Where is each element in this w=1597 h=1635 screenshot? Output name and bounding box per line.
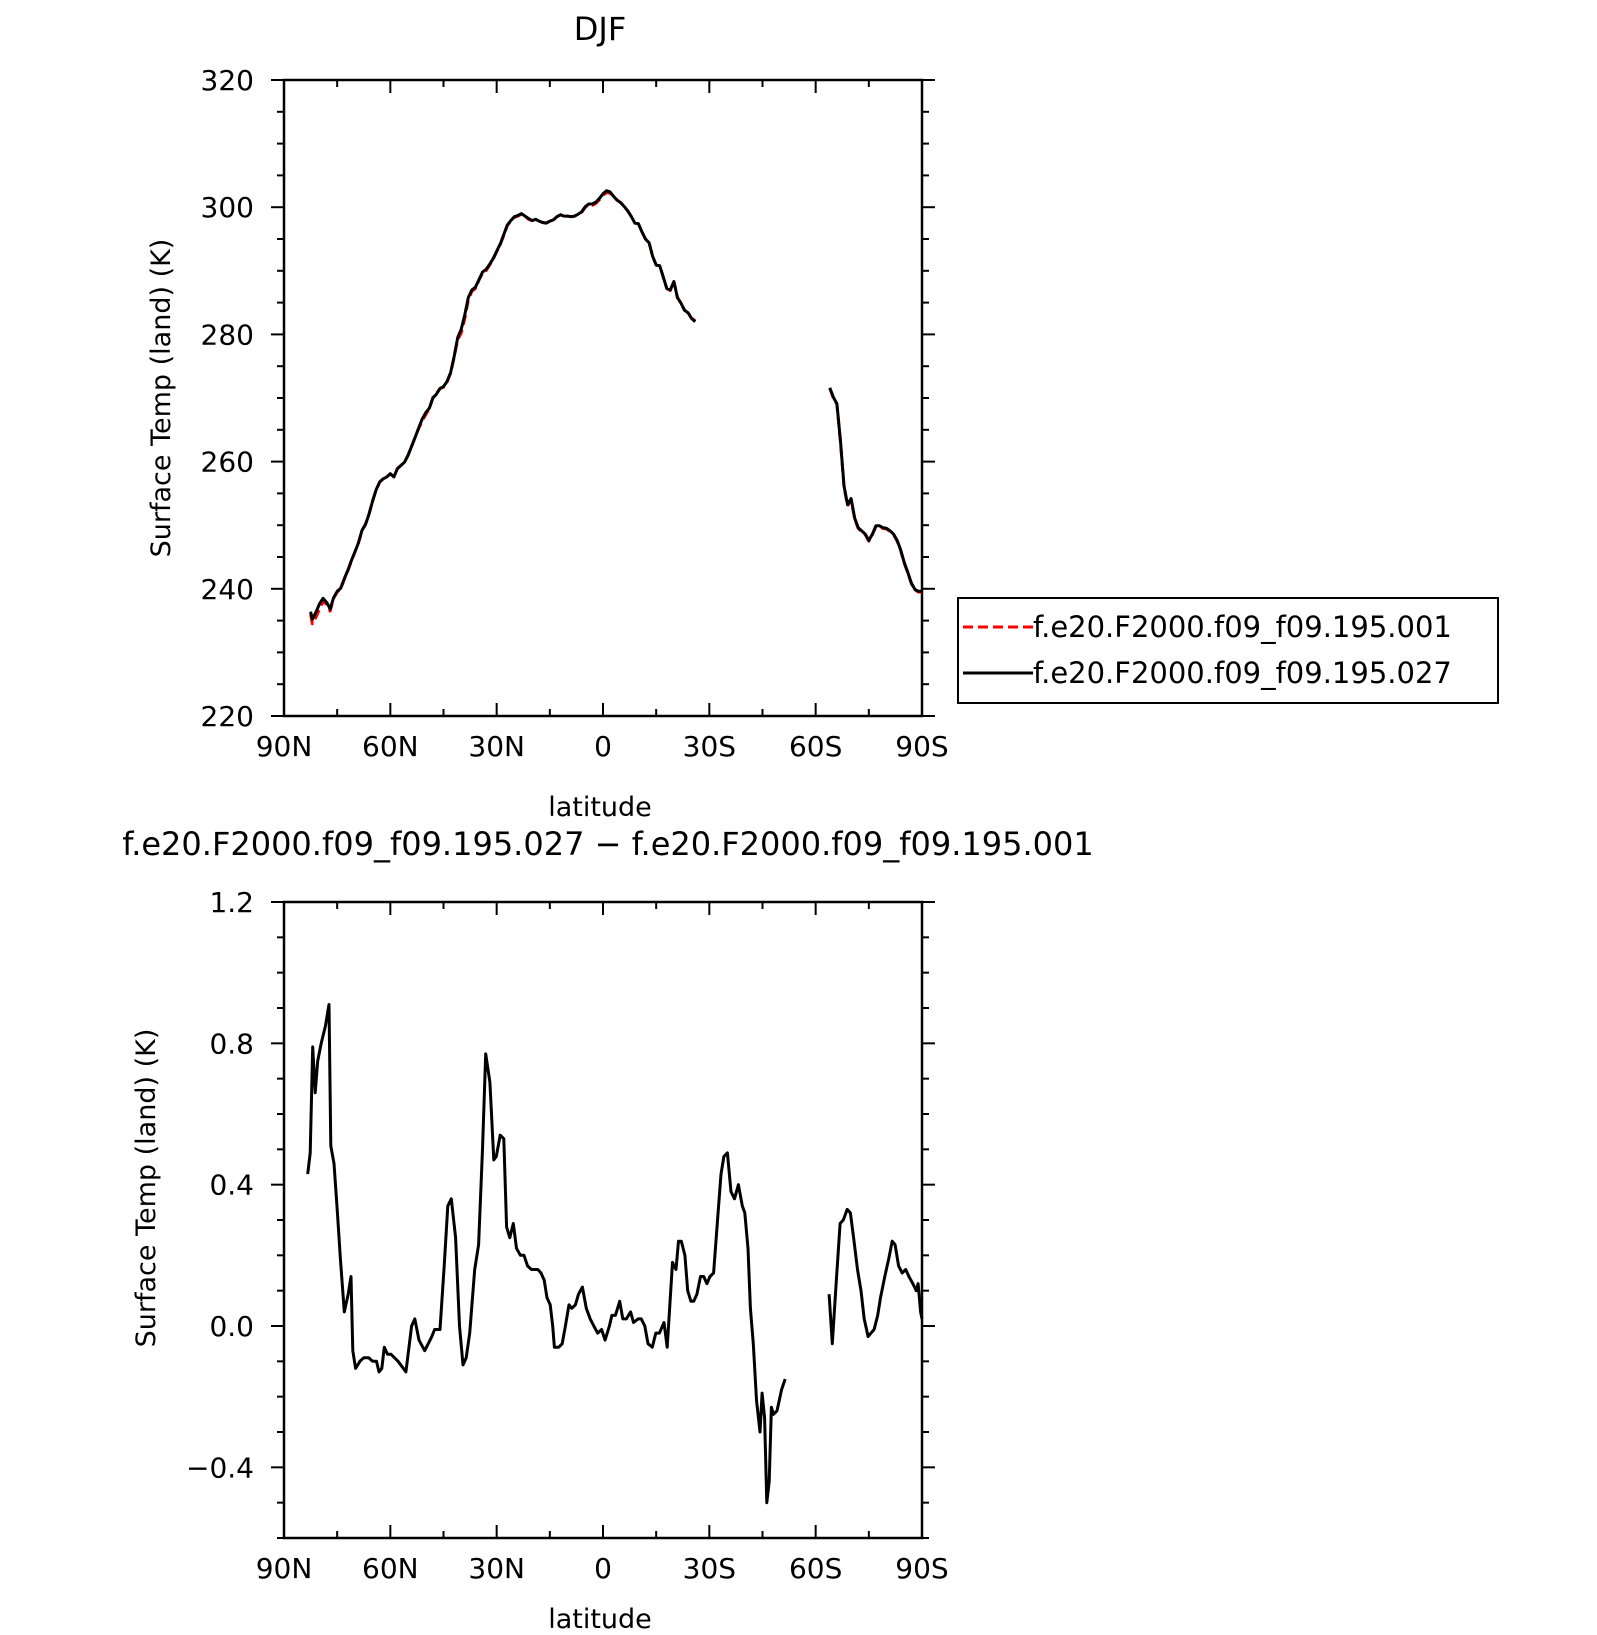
bottom-x-axis-label: latitude — [548, 1604, 652, 1635]
x-tick-label: 0 — [594, 730, 612, 763]
bottom-panel: f.e20.F2000.f09_f09.195.027 − f.e20.F200… — [122, 825, 1094, 1635]
x-tick-label: 90S — [895, 1552, 948, 1585]
x-tick-label: 60S — [789, 730, 842, 763]
bottom-y-axis-label: Surface Temp (land) (K) — [131, 1029, 162, 1348]
legend: f.e20.F2000.f09_f09.195.001 f.e20.F2000.… — [957, 597, 1499, 704]
plot-frame — [282, 900, 924, 1540]
x-tick-label: 60N — [362, 1552, 419, 1585]
x-tick-label: 30N — [468, 1552, 525, 1585]
bottom-panel-title: f.e20.F2000.f09_f09.195.027 − f.e20.F200… — [122, 825, 1094, 863]
series-0-line-segment-1 — [827, 1207, 924, 1346]
y-tick-label: 240 — [201, 573, 254, 606]
top-panel-title: DJF — [574, 10, 626, 48]
series-1-line-segment-0 — [309, 189, 697, 621]
y-tick-label: 1.2 — [209, 886, 254, 919]
x-tick-label: 60N — [362, 730, 419, 763]
series-1-line-segment-1 — [828, 387, 922, 593]
x-tick-label: 90N — [256, 730, 313, 763]
x-tick-label: 30S — [683, 1552, 736, 1585]
y-tick-label: 280 — [201, 318, 254, 351]
x-tick-label: 30N — [468, 730, 525, 763]
top-plot-area: 90N 60N 30N 0 30S 60S 90S 220 240 260 280 300 320 — [201, 64, 949, 763]
legend-label-001: f.e20.F2000.f09_f09.195.001 — [1033, 610, 1452, 644]
y-tick-label: 320 — [201, 64, 254, 97]
y-tick-label: 0.0 — [209, 1310, 254, 1343]
x-tick-label: 90S — [895, 730, 948, 763]
x-tick-label: 90N — [256, 1552, 313, 1585]
y-tick-label: −0.4 — [186, 1451, 254, 1484]
legend-box — [957, 597, 1499, 704]
y-tick-label: 300 — [201, 191, 254, 224]
y-tick-label: 0.4 — [209, 1169, 254, 1202]
series-0-line-segment-0 — [309, 191, 697, 626]
x-tick-label: 60S — [789, 1552, 842, 1585]
legend-label-027: f.e20.F2000.f09_f09.195.027 — [1033, 656, 1452, 690]
top-panel: DJF 90N 60N 30N 0 30S 60S 90S 220 240 260 280 300 32… — [146, 10, 1499, 823]
y-tick-label: 0.8 — [209, 1027, 254, 1060]
x-tick-label: 0 — [594, 1552, 612, 1585]
y-tick-label: 260 — [201, 446, 254, 479]
top-y-axis-label: Surface Temp (land) (K) — [146, 239, 177, 558]
top-x-axis-label: latitude — [548, 792, 652, 823]
series-0-line-segment-0 — [306, 1003, 787, 1505]
bottom-plot-area: 90N 60N 30N 0 30S 60S 90S −0.4 0.0 0.4 0.8 1.2 — [186, 886, 949, 1585]
y-tick-label: 220 — [201, 700, 254, 733]
plot-frame — [282, 78, 924, 718]
x-tick-label: 30S — [683, 730, 736, 763]
